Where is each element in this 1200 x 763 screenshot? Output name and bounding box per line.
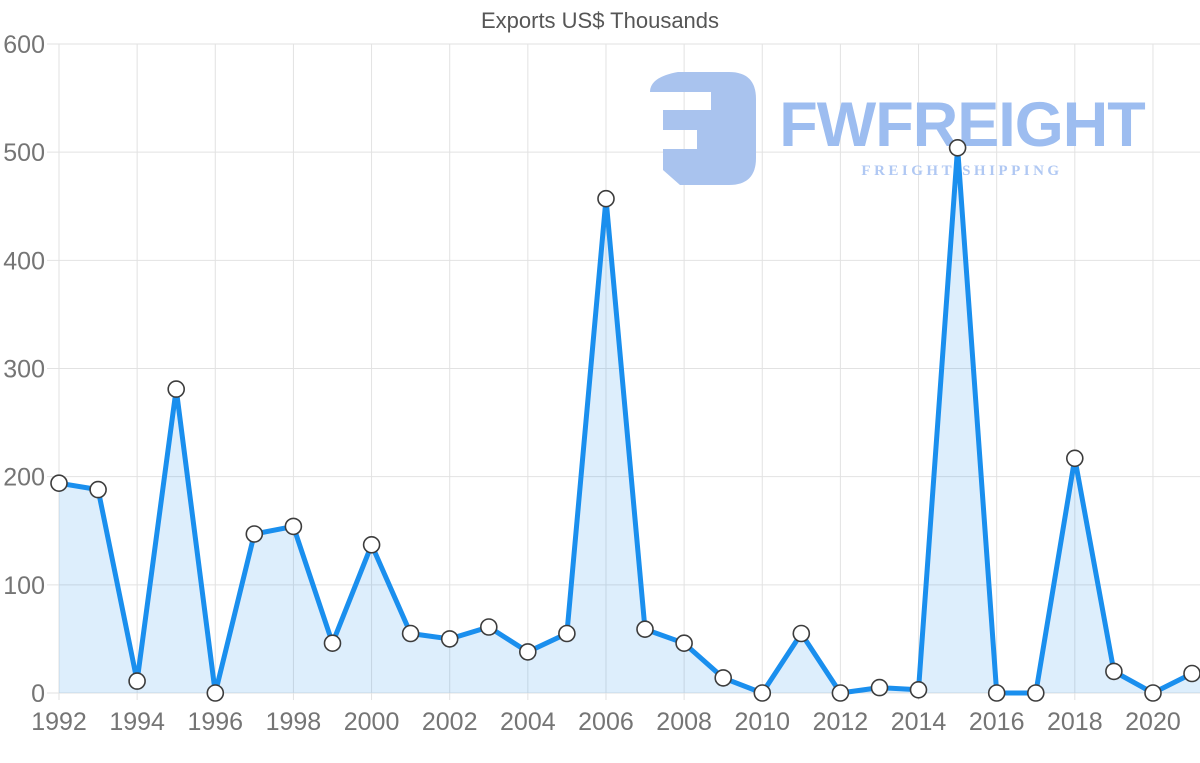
data-point-2007[interactable] <box>636 620 654 639</box>
data-point-1992[interactable] <box>50 474 68 493</box>
data-point-2008[interactable] <box>675 634 693 653</box>
data-point-1995[interactable] <box>167 380 185 398</box>
data-point-1997[interactable] <box>245 525 264 543</box>
x-axis-label-2018: 2018 <box>1047 708 1103 736</box>
x-axis-label-2010: 2010 <box>734 708 790 736</box>
x-axis-label-2020: 2020 <box>1125 708 1181 736</box>
data-point-2018[interactable] <box>1066 449 1084 468</box>
x-axis-label-1998: 1998 <box>266 708 322 736</box>
data-point-2000[interactable] <box>362 535 381 554</box>
data-point-2010[interactable] <box>753 684 772 702</box>
data-point-2012[interactable] <box>831 684 850 702</box>
logo-glyph <box>650 72 756 185</box>
data-point-2016[interactable] <box>987 684 1006 702</box>
data-point-2011[interactable] <box>792 624 811 643</box>
x-axis-label-2000: 2000 <box>344 708 400 736</box>
y-axis-label-600: 600 <box>3 31 45 59</box>
data-point-2013[interactable] <box>870 678 889 697</box>
data-point-2006[interactable] <box>597 189 615 208</box>
y-axis-label-400: 400 <box>3 247 45 275</box>
y-axis-label-200: 200 <box>3 464 45 492</box>
x-axis-label-2008: 2008 <box>656 708 712 736</box>
data-point-2017[interactable] <box>1027 684 1045 702</box>
y-axis-label-500: 500 <box>3 139 45 167</box>
data-point-2020[interactable] <box>1144 684 1162 702</box>
x-axis-label-1992: 1992 <box>31 708 87 736</box>
data-point-2001[interactable] <box>401 624 420 643</box>
x-axis-label-2016: 2016 <box>969 708 1025 736</box>
x-axis-label-1996: 1996 <box>187 708 243 736</box>
fwfreight-logo-icon <box>650 72 756 185</box>
x-axis-label-2004: 2004 <box>500 708 556 736</box>
data-point-2019[interactable] <box>1105 662 1123 681</box>
data-point-2002[interactable] <box>440 630 459 648</box>
y-axis-label-300: 300 <box>3 356 45 384</box>
data-point-1998[interactable] <box>284 517 303 536</box>
data-point-2015[interactable] <box>948 139 967 157</box>
x-axis-label-1994: 1994 <box>109 708 165 736</box>
x-axis-label-2014: 2014 <box>891 708 947 736</box>
data-point-1993[interactable] <box>89 480 107 499</box>
data-point-1994[interactable] <box>128 672 146 690</box>
data-point-1999[interactable] <box>323 634 342 653</box>
chart-title: Exports US$ Thousands <box>480 8 720 33</box>
data-point-2021[interactable] <box>1183 664 1200 683</box>
data-point-2014[interactable] <box>909 680 928 699</box>
data-point-1996[interactable] <box>206 684 225 702</box>
series-area-fill <box>59 147 1200 694</box>
data-point-2009[interactable] <box>714 669 733 687</box>
x-axis-label-2012: 2012 <box>813 708 869 736</box>
x-axis-label-2006: 2006 <box>578 708 634 736</box>
y-axis-label-100: 100 <box>3 572 45 600</box>
data-point-2003[interactable] <box>479 618 498 636</box>
data-point-2005[interactable] <box>558 624 576 643</box>
data-point-2004[interactable] <box>518 643 537 661</box>
x-axis-label-2002: 2002 <box>422 708 478 736</box>
y-axis-label-0: 0 <box>31 680 45 708</box>
